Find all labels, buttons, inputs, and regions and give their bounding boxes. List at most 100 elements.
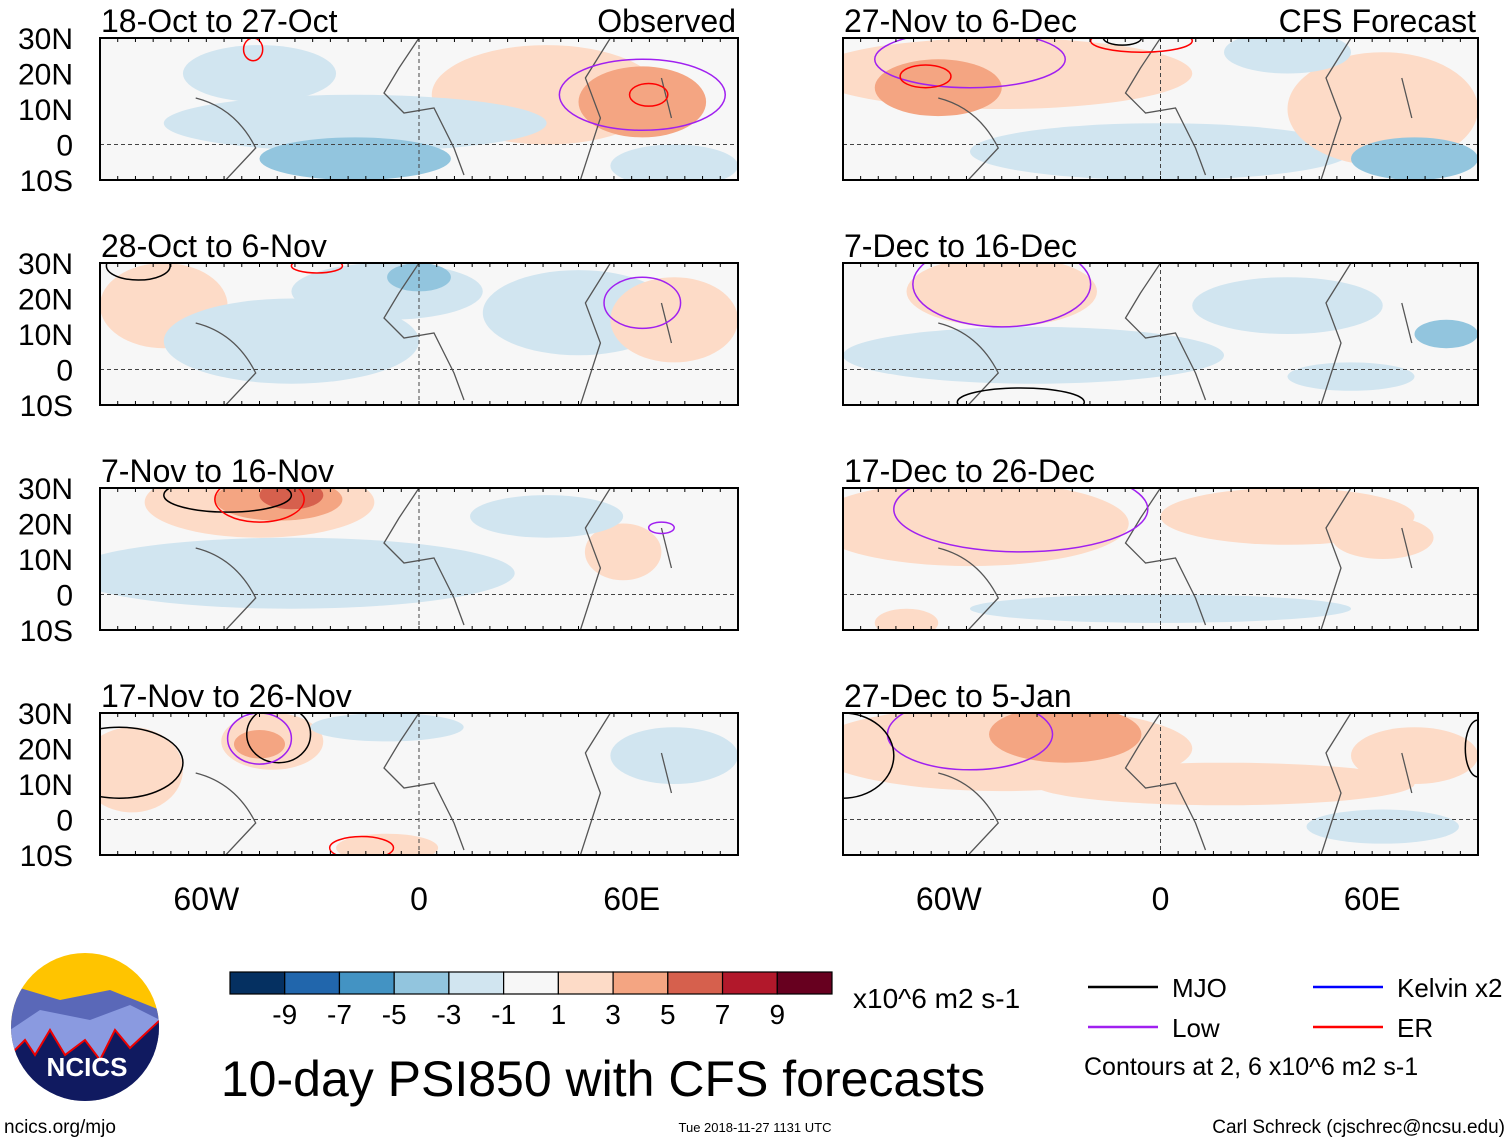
anomaly-region bbox=[336, 833, 439, 855]
lon-label: 60E bbox=[603, 881, 660, 917]
panel-title: 27-Nov to 6-Dec bbox=[844, 3, 1077, 39]
anomaly-region bbox=[1192, 277, 1383, 334]
anomaly-region bbox=[1351, 727, 1478, 784]
lat-label: 20N bbox=[18, 59, 73, 92]
contour-low bbox=[603, 276, 682, 330]
colorbar-tick-label: 5 bbox=[660, 999, 676, 1030]
anomaly-region bbox=[610, 277, 738, 363]
anomaly-region bbox=[470, 495, 624, 538]
contour-low bbox=[558, 58, 726, 132]
colorbar-tick-label: 3 bbox=[605, 999, 621, 1030]
contour-mjo bbox=[105, 263, 171, 281]
lat-label: 30N bbox=[18, 473, 73, 506]
colorbar-swatch bbox=[776, 971, 833, 995]
lon-label: 0 bbox=[1152, 881, 1170, 917]
contour-mjo bbox=[163, 488, 293, 513]
colorbar-swatch bbox=[448, 971, 505, 995]
legend-item: MJO bbox=[1088, 973, 1227, 1003]
coastline bbox=[938, 713, 1413, 855]
contour-er bbox=[214, 488, 305, 523]
colorbar-swatch bbox=[667, 971, 724, 995]
map-panel: 7-Dec to 16-Dec bbox=[842, 228, 1479, 406]
contour-mjo bbox=[1464, 719, 1478, 778]
contour-mjo bbox=[1102, 38, 1143, 46]
colorbar-tick-label: 9 bbox=[769, 999, 785, 1030]
anomaly-shading bbox=[843, 488, 1434, 630]
coastline bbox=[938, 263, 1413, 405]
contour-er bbox=[1089, 38, 1193, 53]
contour-er bbox=[628, 82, 669, 107]
lat-label: 10S bbox=[20, 840, 73, 873]
anomaly-region bbox=[310, 713, 464, 742]
anomaly-region bbox=[610, 144, 738, 180]
lat-label: 10N bbox=[18, 769, 73, 802]
anomaly-region bbox=[100, 727, 183, 813]
contour-er bbox=[242, 38, 264, 62]
legend-label: MJO bbox=[1172, 973, 1227, 1003]
lat-label: 10N bbox=[18, 94, 73, 127]
anomaly-region bbox=[182, 45, 337, 102]
lat-label: 20N bbox=[18, 284, 73, 317]
legend-item: ER bbox=[1313, 1013, 1433, 1043]
anomaly-region bbox=[843, 326, 1224, 384]
lon-label: 0 bbox=[410, 881, 428, 917]
contour-low bbox=[912, 263, 1092, 328]
colorbar-swatch bbox=[612, 971, 669, 995]
lat-label: 0 bbox=[56, 355, 73, 388]
anomaly-region bbox=[1351, 137, 1478, 180]
anomaly-region bbox=[989, 713, 1142, 763]
panel-title: 28-Oct to 6-Nov bbox=[101, 228, 327, 264]
colorbar: -9 -7 -5 -3 -1 1 3 5 7 9 x10^6 m2 s-1 bbox=[229, 971, 1020, 1030]
lat-label: 0 bbox=[56, 130, 73, 163]
lat-label: 10S bbox=[20, 615, 73, 648]
colorbar-tick-label: -1 bbox=[491, 999, 516, 1030]
panel-title: 27-Dec to 5-Jan bbox=[844, 678, 1072, 714]
coastline bbox=[195, 38, 673, 180]
anomaly-shading bbox=[100, 263, 738, 405]
lon-label: 60W bbox=[173, 881, 240, 917]
contours-note: Contours at 2, 6 x10^6 m2 s-1 bbox=[1084, 1053, 1418, 1081]
anomaly-shading bbox=[100, 488, 675, 630]
anomaly-shading bbox=[843, 38, 1478, 180]
anomaly-shading bbox=[843, 263, 1478, 405]
lat-label: 20N bbox=[18, 509, 73, 542]
coastline bbox=[195, 263, 673, 405]
anomaly-region bbox=[1287, 362, 1415, 391]
lat-label: 30N bbox=[18, 23, 73, 56]
anomaly-region bbox=[259, 137, 451, 180]
legend-label: ER bbox=[1397, 1013, 1433, 1043]
legend-item: Low bbox=[1088, 1013, 1220, 1043]
anomaly-region bbox=[584, 523, 662, 581]
source-url: ncics.org/mjo bbox=[4, 1117, 116, 1138]
anomaly-region bbox=[578, 66, 707, 138]
contour-er bbox=[899, 64, 952, 89]
panel-title: 17-Dec to 26-Dec bbox=[844, 453, 1095, 489]
panel-title: 7-Nov to 16-Nov bbox=[101, 453, 334, 489]
timestamp: Tue 2018-11-27 1131 UTC bbox=[679, 1120, 832, 1135]
anomaly-region bbox=[1033, 762, 1415, 806]
lat-label: 10N bbox=[18, 319, 73, 352]
anomaly-region bbox=[1224, 38, 1351, 74]
anomaly-shading bbox=[163, 38, 738, 180]
observed-label: Observed bbox=[597, 3, 736, 39]
anomaly-region bbox=[163, 298, 419, 384]
anomaly-region bbox=[874, 608, 939, 630]
anomaly-region bbox=[163, 94, 547, 152]
contour-mjo bbox=[956, 387, 1086, 405]
contour-low bbox=[874, 38, 1066, 89]
lat-label: 30N bbox=[18, 248, 73, 281]
lat-label: 20N bbox=[18, 734, 73, 767]
legend-label: Kelvin x2 bbox=[1397, 973, 1503, 1003]
colorbar-swatch bbox=[284, 971, 341, 995]
coastline bbox=[938, 488, 1413, 630]
anomaly-region bbox=[259, 488, 324, 510]
lat-label: 0 bbox=[56, 580, 73, 613]
lat-label: 30N bbox=[18, 698, 73, 731]
anomaly-region bbox=[843, 38, 1193, 109]
colorbar-tick-label: 1 bbox=[551, 999, 567, 1030]
